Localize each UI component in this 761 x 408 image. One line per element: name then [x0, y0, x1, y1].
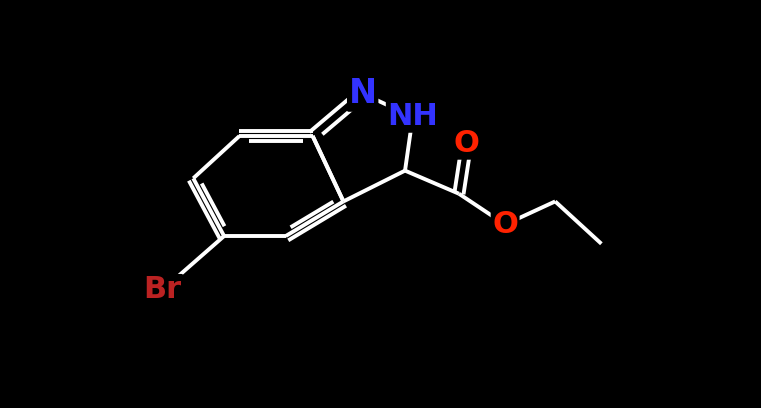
Text: N: N [349, 77, 377, 110]
Text: O: O [454, 129, 479, 158]
Text: O: O [492, 210, 518, 239]
Text: NH: NH [387, 102, 438, 131]
Text: Br: Br [143, 275, 182, 304]
